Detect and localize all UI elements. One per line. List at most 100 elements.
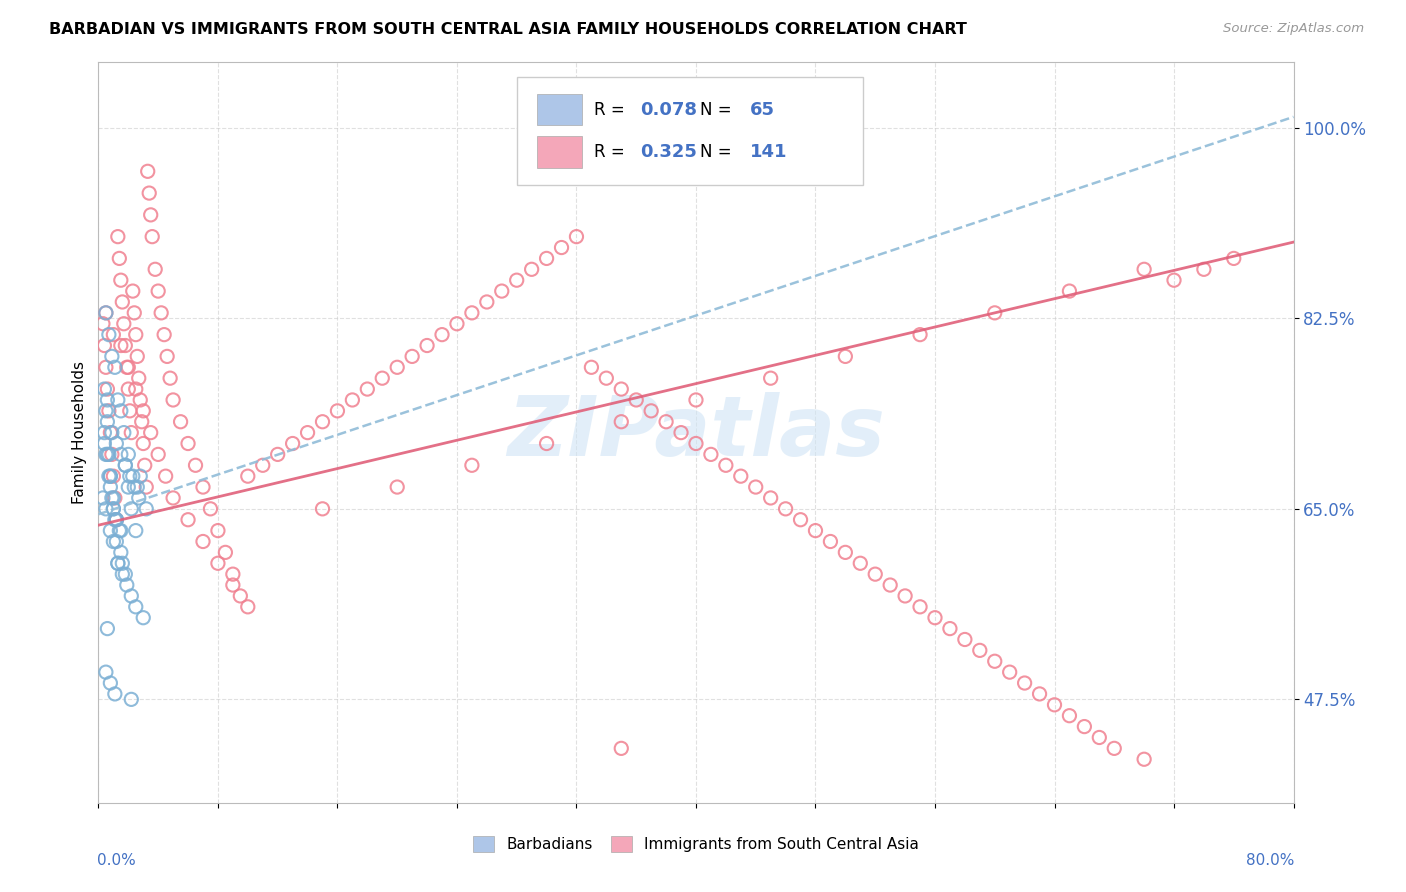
Text: ZIPatlas: ZIPatlas (508, 392, 884, 473)
Point (1133, 262, 1156, 277)
Point (127, 350, 149, 364)
Point (162, 491, 184, 505)
FancyBboxPatch shape (537, 95, 582, 126)
Point (207, 556, 229, 570)
Point (229, 589, 252, 603)
Point (110, 404, 132, 418)
Point (94, 665, 117, 680)
Point (114, 458, 136, 473)
Point (135, 480, 157, 494)
Point (430, 327, 453, 342)
Point (91, 317, 114, 331)
Point (124, 480, 146, 494)
Point (93, 338, 115, 352)
Text: 65: 65 (749, 101, 775, 119)
Point (96, 382, 118, 396)
Point (111, 567, 134, 582)
Point (214, 545, 236, 559)
Point (789, 513, 811, 527)
Point (200, 501, 222, 516)
Point (125, 524, 148, 538)
Point (120, 589, 142, 603)
Point (93, 425, 115, 440)
Point (385, 480, 409, 494)
Point (139, 425, 162, 440)
Point (97, 327, 120, 342)
Point (124, 306, 146, 320)
Point (105, 513, 128, 527)
Point (191, 480, 214, 494)
Point (207, 524, 229, 538)
Text: 0.325: 0.325 (640, 143, 697, 161)
Point (107, 392, 129, 407)
Point (1043, 698, 1066, 712)
Y-axis label: Family Households: Family Households (72, 361, 87, 504)
Text: Source: ZipAtlas.com: Source: ZipAtlas.com (1223, 22, 1364, 36)
Point (177, 513, 200, 527)
Point (125, 599, 148, 614)
Point (775, 501, 797, 516)
Point (1163, 273, 1185, 287)
Point (111, 556, 134, 570)
Point (626, 392, 648, 407)
Point (94, 306, 117, 320)
Point (491, 284, 513, 298)
Point (834, 545, 856, 559)
Point (132, 611, 155, 625)
Point (105, 436, 128, 450)
Point (115, 578, 138, 592)
Point (107, 556, 129, 570)
Point (759, 491, 782, 505)
Point (97, 447, 120, 461)
Point (103, 501, 125, 516)
Point (685, 436, 707, 450)
Point (120, 425, 142, 440)
Point (169, 415, 191, 429)
Point (536, 436, 558, 450)
FancyBboxPatch shape (517, 78, 863, 185)
Point (103, 327, 125, 342)
Point (93, 436, 115, 450)
Point (110, 524, 132, 538)
Point (953, 632, 976, 647)
Point (550, 241, 572, 255)
Point (114, 567, 136, 582)
Point (236, 469, 259, 483)
Point (118, 404, 141, 418)
Point (150, 306, 173, 320)
Point (1223, 252, 1246, 266)
Point (112, 425, 135, 440)
Point (1059, 708, 1081, 723)
Point (135, 501, 157, 516)
Point (94, 306, 117, 320)
Point (96, 447, 118, 461)
Point (714, 458, 737, 473)
Point (371, 371, 394, 385)
Point (745, 480, 768, 494)
Legend: Barbadians, Immigrants from South Central Asia: Barbadians, Immigrants from South Centra… (467, 830, 925, 858)
Point (894, 589, 917, 603)
Point (98, 676, 122, 690)
Point (117, 382, 139, 396)
Point (461, 306, 484, 320)
Point (107, 229, 129, 244)
Point (93, 382, 115, 396)
Point (125, 327, 148, 342)
Point (153, 327, 176, 342)
Point (908, 327, 931, 342)
Point (342, 392, 364, 407)
Point (939, 622, 962, 636)
Point (105, 534, 128, 549)
Point (114, 338, 136, 352)
Point (162, 392, 184, 407)
Point (127, 480, 149, 494)
Point (804, 524, 827, 538)
Point (759, 371, 782, 385)
Point (91, 491, 114, 505)
Point (128, 491, 150, 505)
Point (132, 436, 155, 450)
Point (281, 436, 304, 450)
Point (311, 415, 333, 429)
Point (191, 534, 214, 549)
Point (998, 665, 1021, 680)
